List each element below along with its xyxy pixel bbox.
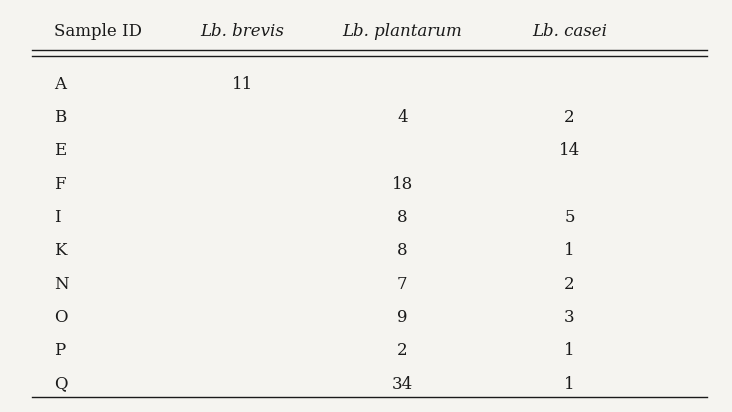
- Text: Q: Q: [53, 375, 67, 393]
- Text: I: I: [53, 209, 60, 226]
- Text: 11: 11: [232, 75, 253, 93]
- Text: 3: 3: [564, 309, 575, 326]
- Text: 8: 8: [397, 242, 408, 259]
- Text: Lb. brevis: Lb. brevis: [201, 23, 285, 40]
- Text: 4: 4: [397, 109, 408, 126]
- Text: B: B: [53, 109, 66, 126]
- Text: 2: 2: [564, 109, 575, 126]
- Text: P: P: [53, 342, 65, 359]
- Text: 34: 34: [392, 375, 413, 393]
- Text: 1: 1: [564, 342, 575, 359]
- Text: 7: 7: [397, 276, 408, 293]
- Text: F: F: [53, 176, 65, 192]
- Text: E: E: [53, 142, 66, 159]
- Text: 1: 1: [564, 375, 575, 393]
- Text: Lb. plantarum: Lb. plantarum: [343, 23, 462, 40]
- Text: 9: 9: [397, 309, 408, 326]
- Text: A: A: [53, 75, 66, 93]
- Text: N: N: [53, 276, 68, 293]
- Text: 2: 2: [564, 276, 575, 293]
- Text: Sample ID: Sample ID: [53, 23, 141, 40]
- Text: 8: 8: [397, 209, 408, 226]
- Text: 18: 18: [392, 176, 413, 192]
- Text: Lb. casei: Lb. casei: [532, 23, 607, 40]
- Text: 1: 1: [564, 242, 575, 259]
- Text: K: K: [53, 242, 66, 259]
- Text: 5: 5: [564, 209, 575, 226]
- Text: 14: 14: [559, 142, 580, 159]
- Text: O: O: [53, 309, 67, 326]
- Text: 2: 2: [397, 342, 408, 359]
